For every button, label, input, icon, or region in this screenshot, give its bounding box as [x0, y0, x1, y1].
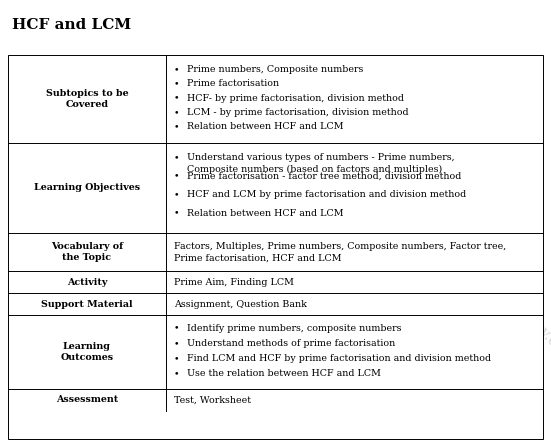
Text: Vocabulary of
the Topic: Vocabulary of the Topic — [51, 242, 123, 262]
Text: Relation between HCF and LCM: Relation between HCF and LCM — [187, 209, 343, 218]
Text: •: • — [174, 172, 179, 181]
Text: Learning
Outcomes: Learning Outcomes — [61, 342, 114, 362]
Text: Factors, Multiples, Prime numbers, Composite numbers, Factor tree,
Prime factori: Factors, Multiples, Prime numbers, Compo… — [174, 242, 506, 262]
Text: Assignment, Question Bank: Assignment, Question Bank — [174, 300, 307, 309]
Text: Understand methods of prime factorisation: Understand methods of prime factorisatio… — [187, 339, 395, 348]
Text: Understand various types of numbers - Prime numbers,
Composite numbers (based on: Understand various types of numbers - Pr… — [187, 153, 455, 173]
Text: Prime factorisation - factor tree method, division method: Prime factorisation - factor tree method… — [187, 172, 461, 181]
Text: Subtopics to be
Covered: Subtopics to be Covered — [46, 89, 128, 109]
Text: •: • — [174, 108, 179, 117]
Text: •: • — [174, 65, 179, 74]
Text: Prime Aim, Finding LCM: Prime Aim, Finding LCM — [174, 278, 294, 287]
Text: Support Material: Support Material — [41, 300, 133, 309]
Text: Identify prime numbers, composite numbers: Identify prime numbers, composite number… — [187, 324, 401, 333]
Text: •: • — [174, 79, 179, 89]
Text: •: • — [174, 153, 179, 162]
Text: https://www.studiestoday.com: https://www.studiestoday.com — [409, 189, 551, 367]
Text: •: • — [174, 94, 179, 103]
Text: Assessment: Assessment — [56, 396, 118, 405]
Text: •: • — [174, 339, 179, 348]
Text: Use the relation between HCF and LCM: Use the relation between HCF and LCM — [187, 369, 381, 378]
Text: Prime factorisation: Prime factorisation — [187, 79, 279, 89]
Text: •: • — [174, 190, 179, 199]
Bar — [8, 55, 543, 439]
Text: HCF and LCM: HCF and LCM — [12, 18, 131, 32]
Text: Activity: Activity — [67, 278, 107, 287]
Text: •: • — [174, 354, 179, 363]
Text: •: • — [174, 324, 179, 333]
Text: HCF and LCM by prime factorisation and division method: HCF and LCM by prime factorisation and d… — [187, 190, 466, 199]
Text: •: • — [174, 369, 179, 378]
Text: Test, Worksheet: Test, Worksheet — [174, 396, 251, 405]
Text: •: • — [174, 209, 179, 218]
Text: •: • — [174, 122, 179, 131]
Text: Learning Objectives: Learning Objectives — [34, 183, 140, 192]
Text: Find LCM and HCF by prime factorisation and division method: Find LCM and HCF by prime factorisation … — [187, 354, 491, 363]
Text: Prime numbers, Composite numbers: Prime numbers, Composite numbers — [187, 65, 363, 74]
Text: Relation between HCF and LCM: Relation between HCF and LCM — [187, 122, 343, 131]
Text: HCF- by prime factorisation, division method: HCF- by prime factorisation, division me… — [187, 94, 404, 103]
Text: LCM - by prime factorisation, division method: LCM - by prime factorisation, division m… — [187, 108, 408, 117]
